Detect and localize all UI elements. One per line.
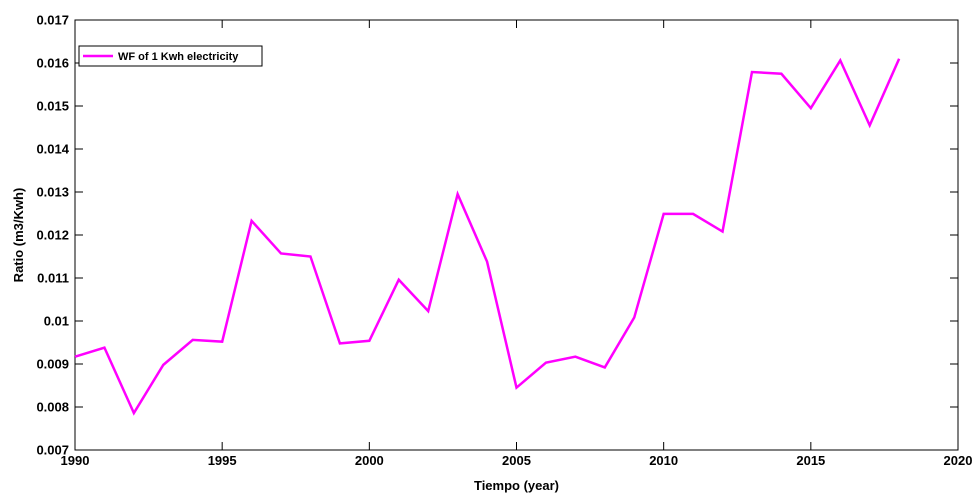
y-tick-label: 0.015: [36, 99, 69, 114]
x-tick-label: 2020: [944, 453, 973, 468]
y-axis: 0.007 0.008 0.009 0.01 0.011 0.012 0.013 0.014 0…: [36, 13, 958, 458]
legend-label: WF of 1 Kwh electricity: [118, 51, 239, 63]
x-tick-label: 1995: [208, 453, 237, 468]
plot-area: [74, 19, 959, 451]
y-tick-label: 0.016: [36, 56, 69, 71]
legend: WF of 1 Kwh electricity: [78, 45, 263, 67]
legend-box: [78, 45, 263, 67]
x-axis: 1990 1995 2000 2005 2010 2015 2020: [61, 20, 973, 468]
y-tick-label: 0.013: [36, 185, 69, 200]
series-layer: [74, 57, 901, 416]
x-tick-label: 1990: [61, 453, 90, 468]
y-tick-label: 0.017: [36, 13, 69, 28]
y-tick-label: 0.012: [36, 228, 69, 243]
y-tick-label: 0.014: [36, 142, 69, 157]
y-tick-label: 0.01: [44, 314, 69, 329]
x-tick-label: 2015: [796, 453, 825, 468]
series-line-wf-electricity: [74, 57, 901, 416]
y-axis-label: Ratio (m3/Kwh): [11, 188, 26, 283]
x-tick-label: 2010: [649, 453, 678, 468]
y-tick-label: 0.011: [37, 271, 69, 286]
x-tick-label: 2000: [355, 453, 384, 468]
x-axis-label: Tiempo (year): [474, 478, 559, 493]
y-tick-label: 0.009: [36, 357, 69, 372]
y-tick-label: 0.008: [36, 400, 69, 415]
x-tick-label: 2005: [502, 453, 531, 468]
y-tick-label: 0.007: [36, 443, 69, 458]
